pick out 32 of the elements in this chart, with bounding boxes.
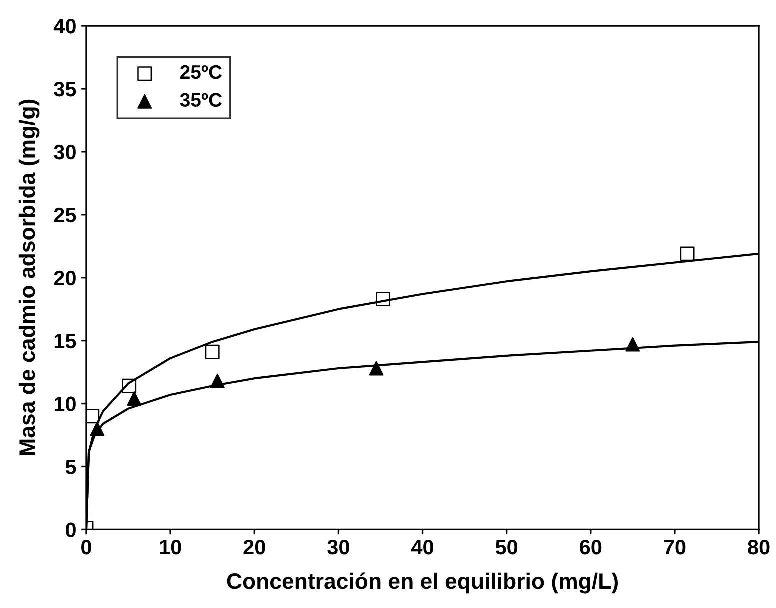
x-tick-label: 20 xyxy=(244,540,266,555)
point xyxy=(127,392,142,406)
y-tick-label: 0 xyxy=(66,522,76,538)
point xyxy=(90,422,105,436)
y-tick-label: 40 xyxy=(54,19,76,34)
y-tick-label: 30 xyxy=(54,144,76,160)
point xyxy=(210,374,225,388)
y-tick-label: 35 xyxy=(54,82,76,97)
y-tick-label: 15 xyxy=(54,334,76,349)
x-tick-label: 50 xyxy=(496,540,518,555)
point xyxy=(122,378,137,394)
point xyxy=(205,344,220,360)
x-tick-label: 80 xyxy=(748,540,770,555)
point xyxy=(376,292,390,306)
x-tick-label: 60 xyxy=(580,540,602,555)
y-tick-label: 20 xyxy=(54,270,76,286)
point xyxy=(369,361,384,376)
y-axis-title: Masa de cadmio adsorbida (mg/g) xyxy=(18,100,40,456)
y-tick-label: 25 xyxy=(54,208,76,223)
x-tick-label: 70 xyxy=(664,540,686,555)
point xyxy=(680,246,695,262)
legend-label: 35ºC xyxy=(180,93,222,108)
y-tick-label: 5 xyxy=(66,460,76,474)
point xyxy=(626,337,640,352)
y-tick-label: 10 xyxy=(54,396,76,412)
legend-label: 25ºC xyxy=(180,65,222,80)
point xyxy=(86,409,100,424)
x-tick-label: 10 xyxy=(160,540,182,555)
x-tick-label: 40 xyxy=(411,540,434,555)
x-tick-label: 30 xyxy=(328,540,350,555)
x-axis-title: Concentración en el equilibrio (mg/L) xyxy=(227,572,618,594)
x-tick-label: 0 xyxy=(82,540,92,555)
